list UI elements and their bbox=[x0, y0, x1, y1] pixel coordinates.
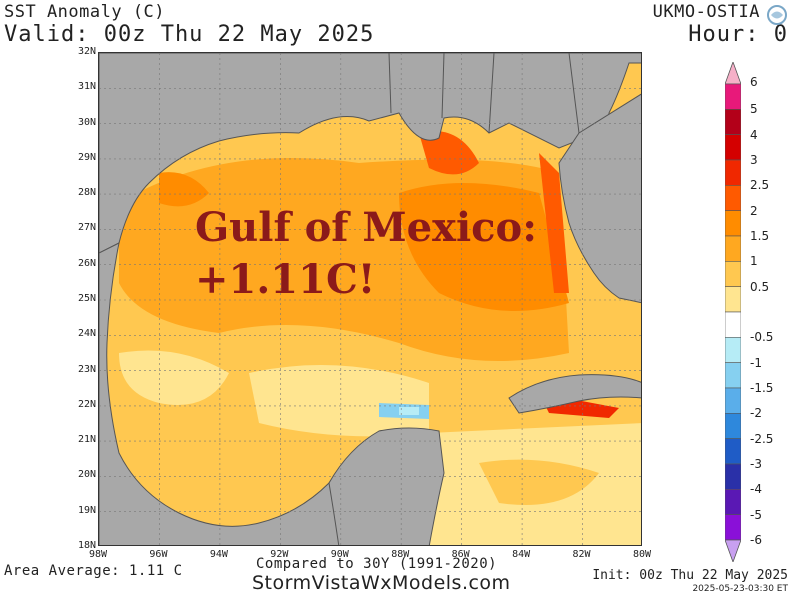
lon-label: 82W bbox=[572, 549, 591, 560]
lon-label: 90W bbox=[330, 549, 349, 560]
lon-label: 84W bbox=[512, 549, 531, 560]
forecast-hour: Hour: 0 bbox=[688, 22, 788, 47]
lon-label: 98W bbox=[88, 549, 108, 560]
colorbar-label: -1.5 bbox=[750, 381, 774, 395]
hot-spot-mississippi bbox=[419, 131, 479, 175]
colorbar-segment bbox=[725, 337, 741, 363]
lat-label: 21N bbox=[77, 434, 96, 446]
colorbar-bottom-arrow bbox=[725, 539, 741, 562]
lat-label: 20N bbox=[77, 469, 96, 481]
lat-label: 25N bbox=[77, 293, 96, 304]
lat-label: 18N bbox=[77, 540, 96, 551]
hot-anomaly-region bbox=[399, 183, 569, 311]
lat-label: 23N bbox=[77, 363, 96, 375]
hot-spot-texas bbox=[159, 172, 209, 207]
colorbar-segment bbox=[725, 261, 741, 287]
lon-label: 96W bbox=[149, 549, 168, 560]
generated-timestamp: 2025-05-23-03:30 ET bbox=[692, 584, 788, 594]
colorbar-segment bbox=[725, 83, 741, 110]
colorbar-label: 2.5 bbox=[750, 178, 770, 193]
map-canvas bbox=[99, 53, 641, 545]
lat-label: 30N bbox=[77, 116, 96, 128]
colorbar-segment bbox=[725, 489, 741, 515]
init-time: Init: 00z Thu 22 May 2025 bbox=[592, 568, 788, 583]
colorbar bbox=[725, 62, 741, 562]
colorbar-segment bbox=[725, 463, 741, 490]
sst-anomaly-map bbox=[98, 52, 642, 546]
cool-area-west bbox=[119, 350, 229, 405]
lon-label: 94W bbox=[209, 549, 228, 560]
colorbar-segment bbox=[725, 413, 741, 439]
lon-label: 86W bbox=[451, 549, 470, 560]
lat-label: 22N bbox=[77, 398, 96, 410]
yucatan-peninsula bbox=[328, 427, 445, 545]
map-title: SST Anomaly (C) bbox=[4, 2, 166, 22]
stormvista-logo-icon bbox=[767, 5, 787, 25]
annotation-line2: +1.11C! bbox=[195, 256, 376, 303]
colorbar-label: -6 bbox=[750, 533, 762, 547]
lat-label: 19N bbox=[77, 504, 96, 516]
colorbar-label: 4 bbox=[750, 127, 758, 142]
colorbar-segment bbox=[725, 438, 741, 465]
colorbar-top-arrow bbox=[725, 62, 741, 85]
cool-area-central bbox=[249, 365, 429, 437]
florida-peninsula bbox=[558, 93, 641, 304]
colorbar-segment bbox=[725, 514, 741, 541]
colorbar-segment bbox=[725, 185, 741, 211]
model-name: UKMO-OSTIA bbox=[652, 2, 760, 22]
colorbar-segment bbox=[725, 311, 741, 338]
hot-spot-florida-shelf bbox=[539, 153, 569, 293]
climatology-baseline: Compared to 30Y (1991-2020) bbox=[256, 556, 498, 572]
graticule bbox=[99, 53, 641, 545]
colorbar-label: -2 bbox=[750, 406, 762, 421]
colorbar-label: -4 bbox=[750, 482, 762, 497]
area-average: Area Average: 1.11 C bbox=[4, 563, 183, 579]
annotation-line1: Gulf of Mexico: bbox=[195, 204, 537, 251]
colorbar-segment bbox=[725, 210, 741, 237]
colorbar-label: 5 bbox=[750, 102, 758, 117]
lat-label: 26N bbox=[77, 257, 96, 269]
colorbar-label: -0.5 bbox=[750, 330, 774, 345]
region-annotation: Gulf of Mexico: +1.11C! bbox=[195, 202, 537, 306]
state-borders bbox=[388, 53, 580, 134]
colorbar-segment bbox=[725, 362, 741, 389]
colorbar-segment bbox=[725, 109, 741, 135]
lon-label: 80W bbox=[632, 549, 652, 560]
colorbar-segment bbox=[725, 134, 741, 161]
colorbar-segment bbox=[725, 387, 741, 414]
colorbar-label: 1.5 bbox=[750, 229, 770, 243]
colorbar-label: -5 bbox=[750, 507, 762, 522]
colorbar-segment bbox=[725, 286, 741, 313]
colorbar-label: 0.5 bbox=[750, 279, 770, 294]
lat-label: 32N bbox=[77, 46, 96, 57]
lat-label: 24N bbox=[77, 328, 96, 340]
colorbar-label: 2 bbox=[750, 203, 758, 218]
cuba bbox=[508, 374, 641, 414]
lon-label: 92W bbox=[270, 549, 289, 560]
colorbar-label: -3 bbox=[750, 457, 762, 471]
cool-spot-yucatan-light bbox=[399, 407, 419, 415]
caribbean-warm-patch bbox=[479, 459, 599, 505]
site-credit[interactable]: StormVistaWxModels.com bbox=[252, 572, 511, 594]
colorbar-label: 1 bbox=[750, 254, 758, 269]
colorbar-label: -2.5 bbox=[750, 431, 774, 446]
lat-label: 31N bbox=[77, 81, 96, 93]
colorbar-label: 3 bbox=[750, 153, 758, 167]
lat-label: 29N bbox=[77, 151, 96, 163]
colorbar-segment bbox=[725, 159, 741, 186]
colorbar-label: 6 bbox=[750, 75, 758, 89]
valid-time: Valid: 00z Thu 22 May 2025 bbox=[4, 22, 375, 47]
lat-label: 28N bbox=[77, 187, 96, 199]
lat-label: 27N bbox=[77, 222, 96, 234]
colorbar-label: -1 bbox=[750, 355, 762, 370]
lon-label: 88W bbox=[391, 549, 410, 560]
colorbar-segment bbox=[725, 235, 741, 262]
